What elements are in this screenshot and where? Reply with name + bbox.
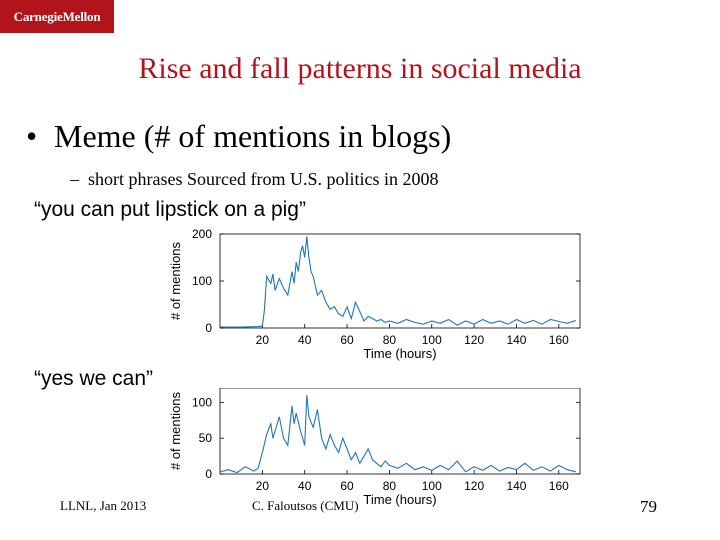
y-tick-label: 0	[205, 467, 212, 481]
footer-author: C. Faloutsos (CMU)	[252, 498, 359, 513]
x-tick-label: 40	[298, 333, 312, 347]
x-axis-label: Time (hours)	[363, 346, 436, 361]
x-tick-label: 160	[549, 479, 569, 493]
university-logo: CarnegieMellon	[0, 0, 114, 33]
x-tick-label: 60	[340, 333, 354, 347]
x-tick-label: 160	[549, 333, 569, 347]
x-tick-label: 80	[383, 333, 397, 347]
bullet-dot-icon: •	[26, 118, 38, 154]
series-line	[220, 236, 576, 328]
y-tick-label: 0	[205, 321, 212, 335]
quote-yes-we-can: “yes we can”	[34, 367, 154, 390]
main-bullet: • Meme (# of mentions in blogs)	[26, 118, 451, 155]
y-tick-label: 100	[192, 395, 212, 409]
x-tick-label: 40	[298, 479, 312, 493]
x-tick-label: 100	[422, 333, 442, 347]
sub-bullet: – short phrases Sourced from U.S. politic…	[70, 169, 438, 190]
sub-bullet-text: short phrases Sourced from U.S. politics…	[88, 169, 439, 189]
plot-frame	[219, 388, 581, 475]
footer-venue: LLNL, Jan 2013	[60, 498, 147, 513]
x-axis-label: Time (hours)	[363, 492, 436, 507]
y-axis-label: # of mentions	[168, 391, 183, 470]
main-bullet-text: Meme (# of mentions in blogs)	[54, 118, 452, 154]
slide-title: Rise and fall patterns in social media	[138, 52, 582, 85]
x-tick-label: 20	[256, 479, 270, 493]
quote-lipstick: “you can put lipstick on a pig”	[34, 198, 306, 221]
x-tick-label: 140	[506, 333, 526, 347]
y-tick-label: 100	[192, 274, 212, 288]
chart-lipstick: 20 40 60 80 100 120 140 160 0 100 200 Time (hours) #…	[168, 227, 581, 361]
x-tick-label: 80	[383, 479, 397, 493]
x-tick-label: 120	[464, 479, 484, 493]
series-line	[219, 395, 576, 474]
y-tick-label: 50	[199, 431, 213, 445]
x-tick-label: 140	[506, 479, 526, 493]
page-number: 79	[640, 497, 657, 516]
x-tick-label: 100	[422, 479, 442, 493]
x-tick-label: 20	[256, 333, 270, 347]
y-axis-label: # of mentions	[168, 241, 183, 320]
dash-icon: –	[70, 169, 79, 189]
y-tick-label: 200	[192, 227, 212, 241]
x-tick-label: 60	[340, 479, 354, 493]
x-tick-label: 120	[464, 333, 484, 347]
